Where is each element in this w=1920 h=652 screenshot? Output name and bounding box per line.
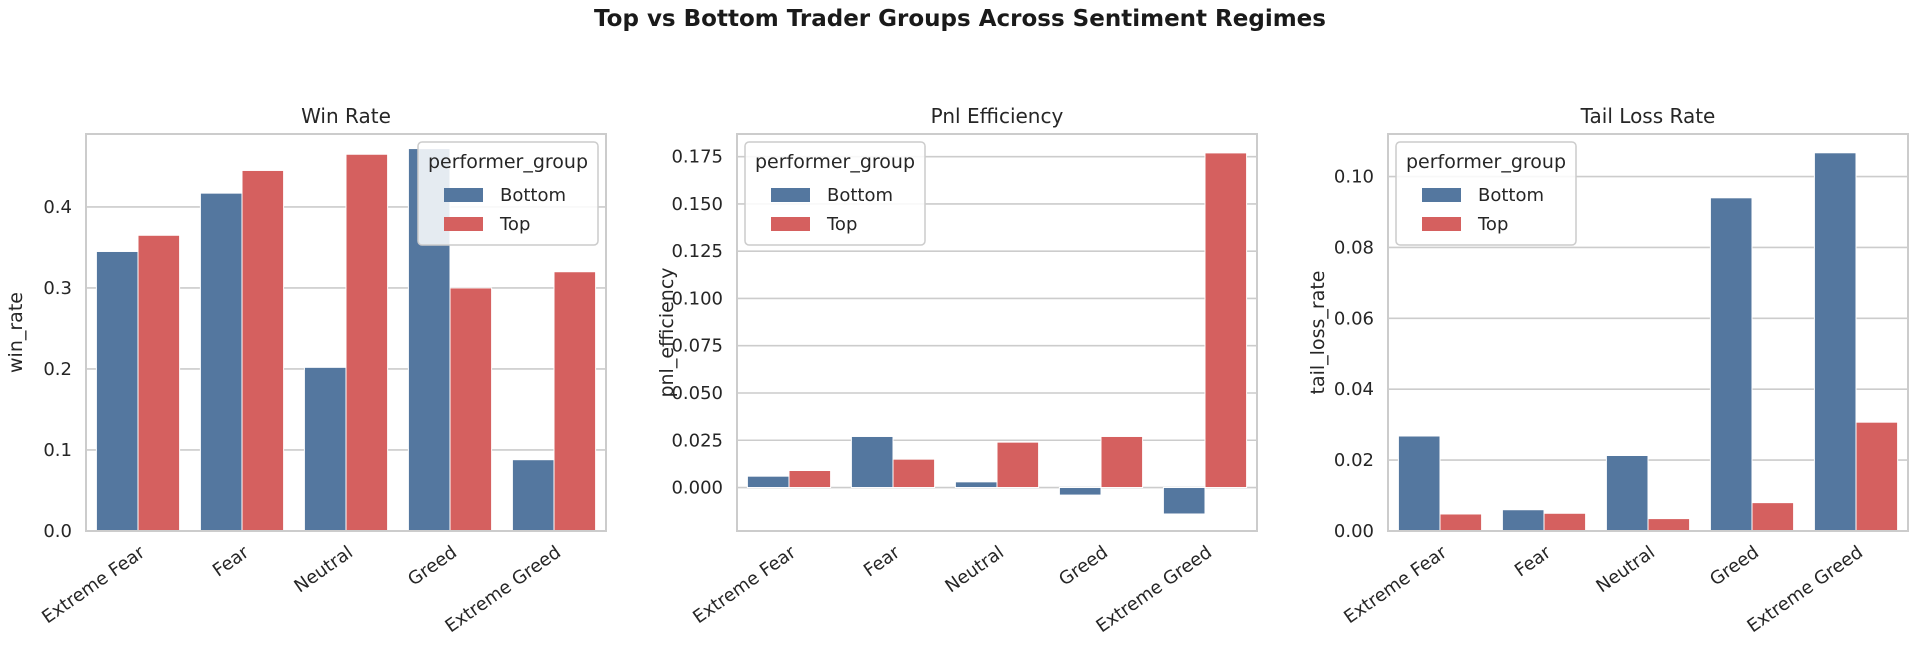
x-tick-label: Fear	[860, 542, 904, 582]
y-tick-label: 0.4	[43, 197, 72, 218]
x-tick-label: Greed	[1706, 542, 1763, 590]
legend-swatch-top	[771, 217, 810, 231]
bar-bottom-greed	[1709, 197, 1753, 532]
x-tick-label: Extreme Greed	[1092, 542, 1215, 637]
y-tick-label: 0.00	[1334, 521, 1374, 542]
y-tick-label: 0.125	[671, 241, 723, 262]
bar-bottom-extreme-fear	[746, 475, 790, 489]
y-tick-label: 0.075	[671, 336, 723, 357]
y-tick-label: 0.050	[671, 383, 723, 404]
y-tick-label: 0.150	[671, 194, 723, 215]
bar-bottom-neutral	[303, 366, 347, 532]
bar-bottom-extreme-fear	[1397, 435, 1441, 532]
bar-top-extreme-greed	[553, 271, 597, 532]
y-axis-label: pnl_efficiency	[656, 267, 678, 397]
y-tick-label: 0.2	[43, 359, 72, 380]
bar-bottom-fear	[850, 435, 894, 489]
y-tick-label: 0.1	[43, 440, 72, 461]
bar-top-extreme-fear	[788, 470, 832, 489]
y-tick-label: 0.08	[1334, 237, 1374, 258]
plot-frame	[1387, 133, 1909, 532]
legend-title: performer_group	[1406, 151, 1566, 173]
figure-title: Top vs Bottom Trader Groups Across Senti…	[594, 6, 1326, 32]
legend: performer_group Bottom Top	[1395, 141, 1577, 246]
bar-bottom-greed	[1058, 487, 1102, 496]
x-tick-label: Fear	[209, 542, 253, 582]
legend-swatch-bottom	[1422, 188, 1461, 202]
bar-top-neutral	[345, 153, 389, 532]
bar-top-greed	[1100, 435, 1144, 489]
y-tick-label: 0.000	[671, 478, 723, 499]
x-tick-label: Extreme Greed	[441, 542, 564, 637]
bar-top-greed	[449, 287, 493, 532]
bar-top-neutral	[1647, 518, 1691, 532]
bar-top-fear	[241, 169, 285, 532]
y-tick-label: 0.025	[671, 430, 723, 451]
panel-title: Win Rate	[301, 104, 391, 128]
legend-label-top: Top	[499, 214, 530, 235]
x-tick-label: Neutral	[941, 542, 1007, 597]
bar-bottom-extreme-greed	[1813, 152, 1857, 532]
panel-title: Pnl Efficiency	[931, 104, 1064, 128]
bar-bottom-extreme-greed	[511, 459, 555, 532]
legend-label-bottom: Bottom	[500, 185, 566, 206]
panel-title: Tail Loss Rate	[1580, 104, 1716, 128]
x-tick-label: Greed	[404, 542, 461, 590]
legend: performer_group Bottom Top	[417, 141, 599, 246]
y-tick-label: 0.02	[1334, 450, 1374, 471]
bar-top-extreme-fear	[137, 234, 181, 532]
bar-bottom-extreme-greed	[1162, 487, 1206, 515]
bar-top-fear	[892, 458, 936, 489]
bar-top-extreme-fear	[1439, 513, 1483, 532]
legend-swatch-top	[1422, 217, 1461, 231]
y-tick-label: 0.0	[43, 521, 72, 542]
plot-frame	[85, 133, 607, 532]
legend-label-bottom: Bottom	[827, 185, 893, 206]
legend-label-bottom: Bottom	[1478, 185, 1544, 206]
y-tick-label: 0.06	[1334, 308, 1374, 329]
chart-panel-win-rate: 0.0 0.1 0.2 0.3 0.4 Extreme Fear Fear Neutral Gr…	[5, 104, 607, 637]
y-tick-label: 0.3	[43, 278, 72, 299]
bar-top-extreme-greed	[1204, 152, 1248, 489]
y-tick-label: 0.100	[671, 288, 723, 309]
x-tick-label: Extreme Fear	[689, 542, 800, 629]
plot-frame	[736, 133, 1258, 532]
chart-panel-pnl-efficiency: 0.000 0.025 0.050 0.075 0.100 0.125 0.150 0.175…	[656, 104, 1258, 637]
x-tick-label: Extreme Greed	[1743, 542, 1866, 637]
x-tick-label: Neutral	[290, 542, 356, 597]
legend-title: performer_group	[755, 151, 915, 173]
legend-swatch-bottom	[444, 188, 483, 202]
legend-title: performer_group	[428, 151, 588, 173]
legend-label-top: Top	[1477, 214, 1508, 235]
legend: performer_group Bottom Top	[744, 141, 926, 246]
x-tick-label: Extreme Fear	[38, 542, 149, 629]
bar-bottom-fear	[199, 192, 243, 532]
x-tick-label: Greed	[1055, 542, 1112, 590]
y-tick-label: 0.175	[671, 147, 723, 168]
y-tick-label: 0.04	[1334, 379, 1374, 400]
y-axis-label: win_rate	[5, 292, 27, 373]
bar-bottom-fear	[1501, 509, 1545, 532]
legend-label-top: Top	[826, 214, 857, 235]
bar-top-neutral	[996, 441, 1040, 489]
bar-top-extreme-greed	[1855, 421, 1899, 532]
bar-bottom-neutral	[1605, 454, 1649, 532]
chart-panel-tail-loss-rate: 0.00 0.02 0.04 0.06 0.08 0.10 Extreme Fear Fear…	[1307, 104, 1909, 637]
x-tick-label: Fear	[1511, 542, 1555, 582]
legend-swatch-top	[444, 217, 483, 231]
legend-swatch-bottom	[771, 188, 810, 202]
x-tick-label: Neutral	[1592, 542, 1658, 597]
bar-top-fear	[1543, 512, 1587, 532]
bar-bottom-extreme-fear	[95, 250, 139, 532]
bar-top-greed	[1751, 502, 1795, 532]
bar-bottom-neutral	[954, 481, 998, 489]
y-tick-label: 0.10	[1334, 167, 1374, 188]
x-tick-label: Extreme Fear	[1340, 542, 1451, 629]
y-axis-label: tail_loss_rate	[1307, 271, 1329, 395]
